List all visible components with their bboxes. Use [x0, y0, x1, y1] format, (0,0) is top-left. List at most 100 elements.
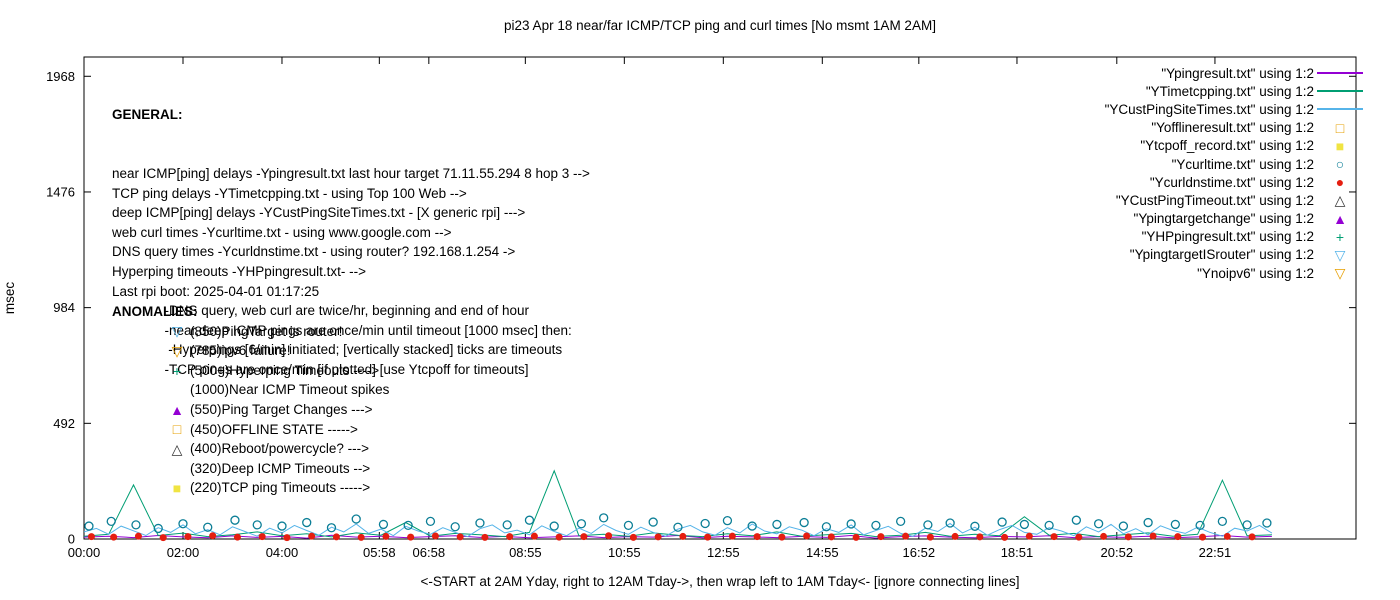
circle-open-icon: ○ — [1335, 156, 1345, 173]
anomaly-item: △ (400)Reboot/powercycle? ---> — [164, 439, 389, 459]
legend-label: "Ycurldnstime.txt" using 1:2 — [1149, 174, 1314, 190]
series-scatter — [84, 513, 1272, 534]
general-line: -near,deep ICMP pings are once/min until… — [112, 322, 572, 338]
legend-label: "YHPpingresult.txt" using 1:2 — [1141, 229, 1314, 245]
y-tick-label: 1968 — [46, 69, 75, 84]
line-sample-icon — [1314, 108, 1366, 111]
tri-down-open-icon: ▽ — [171, 323, 183, 340]
anomaly-text: (220)TCP ping Timeouts -----> — [190, 480, 371, 496]
general-heading: GENERAL: — [112, 107, 183, 123]
square-filled-icon: ■ — [1335, 137, 1345, 154]
anomaly-text: (785)ipv6 failure! — [190, 343, 291, 359]
anomaly-item: (320)Deep ICMP Timeouts --> — [164, 459, 389, 479]
x-tick-label: 16:52 — [903, 545, 936, 560]
anomaly-item: □ (450)OFFLINE STATE -----> — [164, 420, 389, 440]
triangle-filled-icon: ▲ — [170, 401, 184, 418]
x-tick-label: 22:51 — [1199, 545, 1232, 560]
x-tick-label: 08:55 — [509, 545, 542, 560]
anomaly-item: ▽ (785)ipv6 failure! — [164, 341, 389, 361]
plus-icon: + — [172, 362, 182, 379]
legend-label: "Yofflineresult.txt" using 1:2 — [1151, 120, 1314, 136]
y-tick-label: 984 — [53, 300, 75, 315]
legend-label: "Ypingtargetchange" using 1:2 — [1133, 211, 1314, 227]
legend-entry: "Ynoipv6" using 1:2 ▽ — [1105, 264, 1366, 282]
anomaly-text: (850)PingTarget is router! — [190, 323, 343, 339]
plot-border — [83, 56, 1357, 540]
anomaly-item: + (500+)Hyperping Timeouts ----> — [164, 361, 389, 381]
legend-entry: "Ycurltime.txt" using 1:2 ○ — [1105, 155, 1366, 173]
line-sample — [1317, 72, 1363, 75]
general-line: -DNS query, web curl are twice/hr, begin… — [112, 303, 529, 319]
y-axis-ticks: 0 492 984 1476 1968 — [46, 69, 1356, 547]
legend-entry: "YpingtargetISrouter" using 1:2 ▽ — [1105, 246, 1366, 264]
plus-icon: + — [1335, 228, 1345, 245]
legend-entry: "YHPpingresult.txt" using 1:2 + — [1105, 228, 1366, 246]
x-tick-label: 10:55 — [608, 545, 641, 560]
square-open-icon: □ — [172, 421, 182, 438]
legend-entry: "Yofflineresult.txt" using 1:2 □ — [1105, 119, 1366, 137]
anomaly-text: (400)Reboot/powercycle? ---> — [190, 441, 369, 457]
legend-label: "YCustPingSiteTimes.txt" using 1:2 — [1104, 101, 1314, 117]
y-tick-label: 1476 — [46, 184, 75, 199]
legend-entry: "Ytcpoff_record.txt" using 1:2 ■ — [1105, 137, 1366, 155]
anomaly-item: ■ (220)TCP ping Timeouts -----> — [164, 478, 389, 498]
legend-entry: "YCustPingTimeout.txt" using 1:2 △ — [1105, 191, 1366, 209]
circle-filled-icon: ● — [1335, 174, 1345, 191]
general-line: -Hyperpings [6/min] initiated; [vertical… — [112, 342, 563, 358]
triangle-open-icon: △ — [171, 440, 183, 457]
x-tick-label: 00:00 — [68, 545, 101, 560]
anomaly-item: ▽ (850)PingTarget is router! — [164, 322, 389, 342]
general-line: deep ICMP[ping] delays -YCustPingSiteTim… — [112, 205, 526, 221]
anomaly-text: (550)Ping Target Changes ---> — [190, 401, 373, 417]
x-axis-label: <-START at 2AM Yday, right to 12AM Tday-… — [420, 574, 1020, 589]
square-filled-icon: ■ — [172, 480, 182, 497]
line-sample-icon — [1314, 72, 1366, 75]
x-tick-label: 20:52 — [1101, 545, 1134, 560]
anomalies-block: ANOMALIES: ▽ (850)PingTarget is router! ▽ (… — [112, 302, 389, 498]
legend-entry: "Ycurldnstime.txt" using 1:2 ● — [1105, 173, 1366, 191]
legend-label: "YTimetcpping.txt" using 1:2 — [1145, 83, 1314, 99]
x-tick-label: 12:55 — [707, 545, 740, 560]
anomaly-item: (1000)Near ICMP Timeout spikes — [164, 380, 389, 400]
x-tick-label: 18:51 — [1001, 545, 1034, 560]
anomaly-text: (320)Deep ICMP Timeouts --> — [190, 460, 371, 476]
legend-entry: "Ypingresult.txt" using 1:2 — [1105, 64, 1366, 82]
anomaly-text: (500+)Hyperping Timeouts ----> — [190, 362, 380, 378]
triangle-filled-icon: ▲ — [1333, 210, 1347, 227]
legend-label: "Ytcpoff_record.txt" using 1:2 — [1140, 138, 1314, 154]
y-tick-label: 492 — [53, 416, 75, 431]
general-lines: near ICMP[ping] delays -Ypingresult.txt … — [112, 164, 590, 380]
general-line: web curl times -Ycurltime.txt - using ww… — [112, 224, 452, 240]
legend: "Ypingresult.txt" using 1:2 "YTimetcpping… — [1105, 64, 1366, 282]
anomalies-heading: ANOMALIES: — [112, 304, 198, 319]
anomaly-item: ▲ (550)Ping Target Changes ---> — [164, 400, 389, 420]
line-sample — [1317, 108, 1363, 111]
chart-title: pi23 Apr 18 near/far ICMP/TCP ping and c… — [504, 18, 936, 33]
tri-down-open-icon: ▽ — [1334, 246, 1346, 263]
x-tick-label: 02:00 — [167, 545, 200, 560]
x-tick-label: 06:58 — [413, 545, 446, 560]
legend-label: "Ycurltime.txt" using 1:2 — [1171, 156, 1314, 172]
tri-down-open-icon: ▽ — [171, 342, 183, 359]
anomaly-text: (450)OFFLINE STATE -----> — [190, 421, 358, 437]
general-line: Hyperping timeouts -YHPpingresult.txt- -… — [112, 263, 366, 279]
anomaly-text: (1000)Near ICMP Timeout spikes — [190, 382, 390, 398]
line-sample — [1317, 90, 1363, 93]
anomaly-items: ▽ (850)PingTarget is router! ▽ (785)ipv6 fa… — [112, 322, 389, 498]
legend-label: "Ypingresult.txt" using 1:2 — [1161, 65, 1314, 81]
general-line: TCP ping delays -YTimetcpping.txt - usin… — [112, 185, 467, 201]
general-line: near ICMP[ping] delays -Ypingresult.txt … — [112, 165, 590, 181]
y-tick-label: 0 — [68, 532, 75, 547]
square-open-icon: □ — [1335, 119, 1345, 136]
legend-entry: "YTimetcpping.txt" using 1:2 — [1105, 82, 1366, 100]
general-line: DNS query times -Ycurldnstime.txt - usin… — [112, 244, 516, 260]
series-scatter — [87, 532, 1256, 542]
general-block: GENERAL: near ICMP[ping] delays -Ypingre… — [112, 66, 590, 419]
tri-down-open-icon: ▽ — [1334, 265, 1346, 282]
y-axis-label: msec — [2, 281, 17, 315]
general-line: Last rpi boot: 2025-04-01 01:17:25 — [112, 283, 320, 299]
x-tick-label: 14:55 — [806, 545, 839, 560]
legend-entry: "YCustPingSiteTimes.txt" using 1:2 — [1105, 100, 1366, 118]
